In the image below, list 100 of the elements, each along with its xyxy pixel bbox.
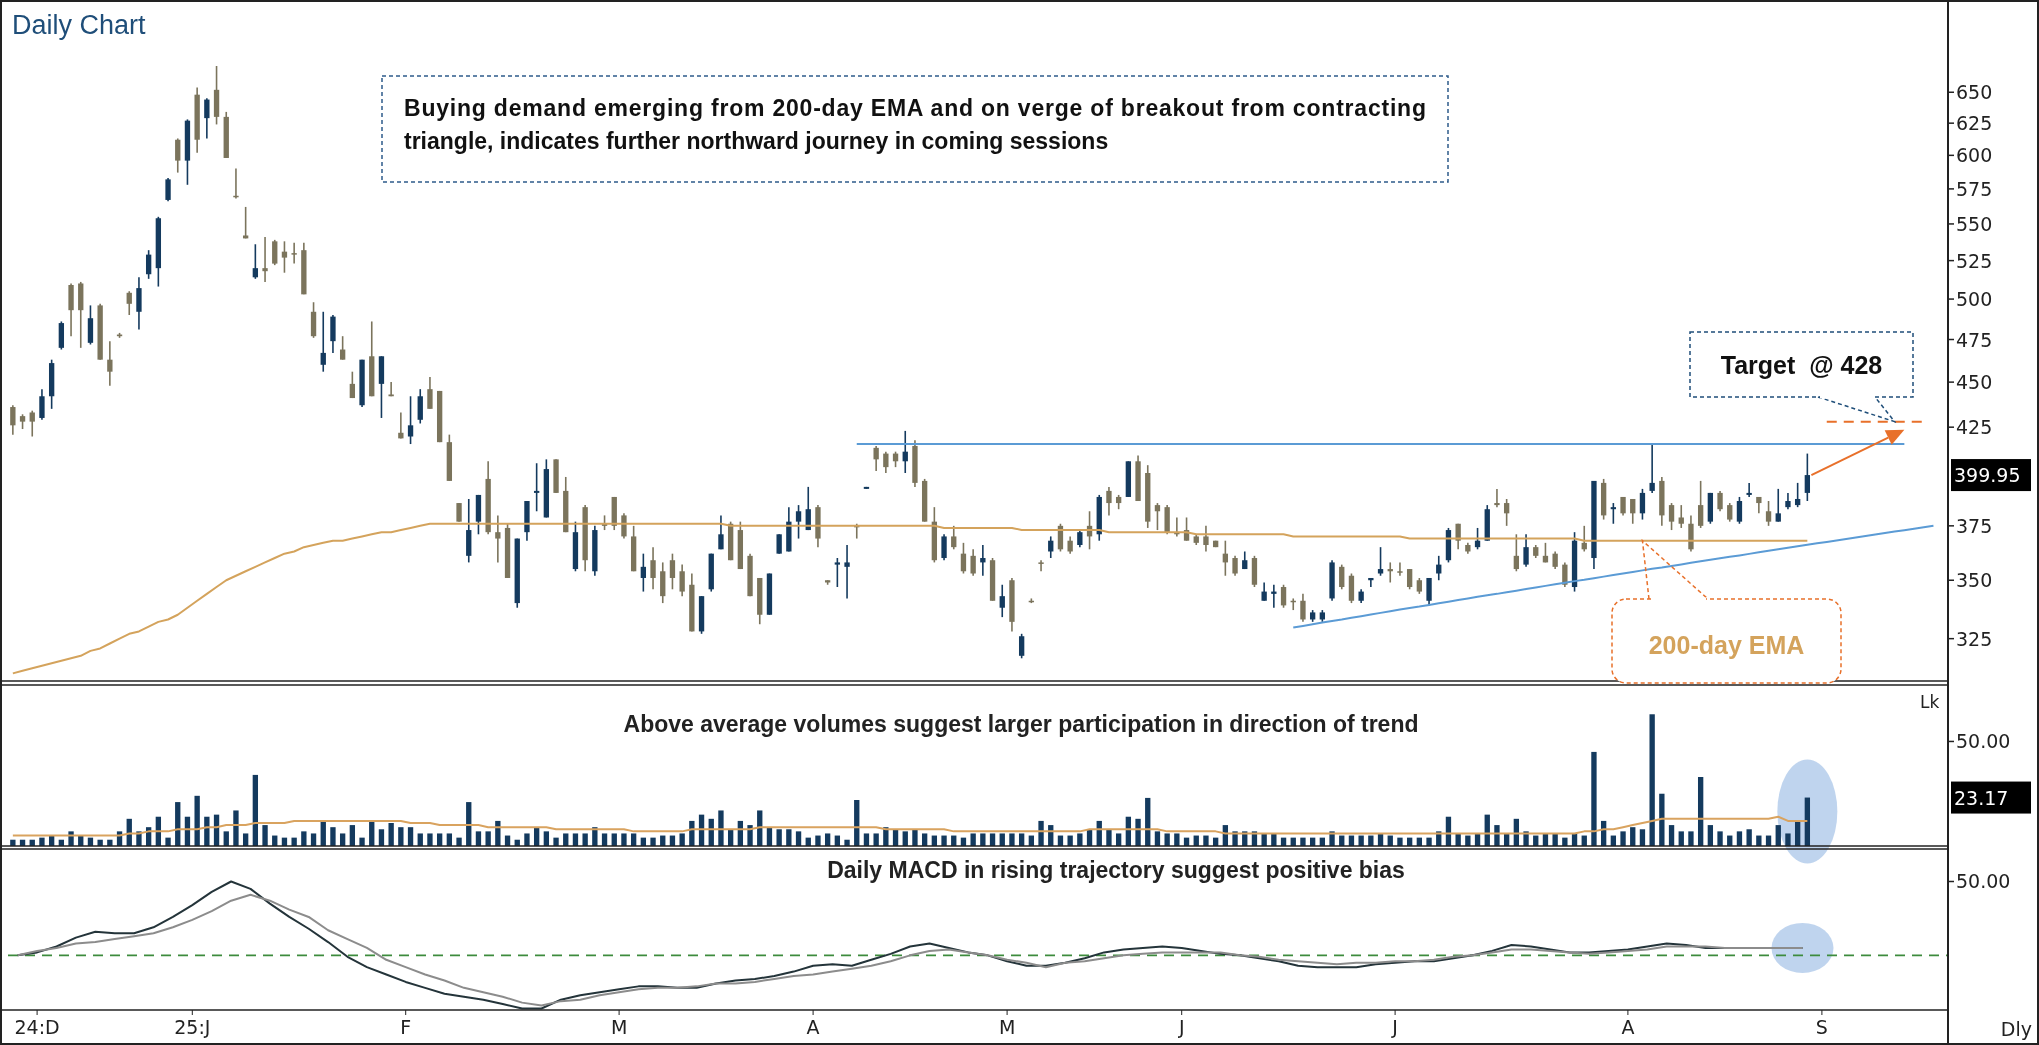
bar bbox=[475, 831, 482, 846]
bar bbox=[1756, 835, 1762, 846]
bar bbox=[1659, 793, 1665, 846]
bar bbox=[1397, 837, 1403, 846]
bar bbox=[1164, 833, 1170, 846]
candlestick bbox=[165, 177, 171, 203]
candlestick bbox=[1562, 561, 1568, 588]
y-tick-label: 425 bbox=[1956, 416, 1993, 439]
bar bbox=[776, 829, 782, 846]
line-series bbox=[1292, 524, 1935, 629]
bar bbox=[1620, 831, 1626, 846]
bar bbox=[1697, 777, 1704, 846]
candlestick bbox=[1038, 559, 1044, 573]
x-tick-label: M bbox=[998, 1016, 1016, 1038]
x-tick-label: M bbox=[610, 1016, 628, 1038]
bar bbox=[630, 833, 637, 846]
candlestick bbox=[970, 548, 976, 577]
bar bbox=[1067, 835, 1073, 846]
candlestick bbox=[1377, 546, 1384, 577]
candlestick bbox=[960, 542, 967, 575]
bar bbox=[330, 827, 336, 846]
candlestick bbox=[291, 241, 297, 265]
bar bbox=[223, 831, 229, 846]
bar bbox=[563, 833, 569, 846]
candlestick bbox=[1678, 504, 1684, 529]
candlestick bbox=[533, 462, 540, 513]
y-axis-title: Lk bbox=[1920, 692, 1940, 712]
bar bbox=[970, 833, 976, 846]
bar bbox=[310, 833, 317, 846]
bar bbox=[1494, 825, 1500, 846]
bar bbox=[1736, 831, 1743, 846]
y-tick-label: 50.00 bbox=[1956, 730, 2011, 753]
bar bbox=[1271, 833, 1277, 846]
bar bbox=[1678, 831, 1684, 846]
x-tick-label: J bbox=[1177, 1016, 1185, 1038]
bar bbox=[1649, 714, 1655, 846]
candlestick bbox=[1736, 496, 1743, 525]
bar bbox=[795, 831, 802, 846]
bar bbox=[1552, 833, 1558, 846]
bar bbox=[786, 829, 792, 846]
candlestick bbox=[1494, 488, 1500, 508]
bar bbox=[989, 833, 996, 846]
candlestick bbox=[1523, 533, 1529, 568]
candlestick bbox=[844, 544, 850, 600]
bar bbox=[107, 839, 113, 846]
candlestick bbox=[1300, 593, 1306, 623]
candlestick bbox=[126, 290, 132, 316]
y-tick-label: 350 bbox=[1956, 569, 1993, 592]
bar bbox=[1688, 831, 1694, 846]
x-tick-label: 24:D bbox=[14, 1016, 60, 1038]
bar bbox=[39, 837, 45, 846]
candlestick bbox=[1765, 500, 1772, 527]
bar bbox=[242, 833, 249, 846]
candlestick bbox=[427, 376, 433, 410]
bar bbox=[194, 795, 200, 846]
bar bbox=[747, 825, 753, 846]
bar bbox=[553, 837, 559, 846]
bar bbox=[999, 833, 1005, 846]
candlestick bbox=[951, 525, 957, 551]
candlestick bbox=[242, 206, 249, 240]
candlestick bbox=[640, 552, 647, 593]
bar bbox=[97, 839, 103, 846]
candlestick bbox=[349, 370, 356, 399]
bar bbox=[524, 833, 530, 846]
bar bbox=[582, 833, 588, 846]
y-tick-label: 600 bbox=[1956, 144, 1993, 167]
bar bbox=[1717, 831, 1723, 846]
candlestick bbox=[1639, 488, 1646, 521]
candlestick bbox=[669, 552, 676, 591]
candlestick bbox=[1154, 502, 1161, 531]
bar bbox=[1562, 837, 1568, 846]
candlestick bbox=[339, 335, 346, 361]
candlestick bbox=[883, 450, 889, 474]
bar bbox=[1455, 833, 1461, 846]
candlestick bbox=[621, 512, 627, 540]
candlestick bbox=[795, 504, 802, 540]
x-tick-label: A bbox=[806, 1016, 820, 1038]
bar bbox=[1746, 829, 1752, 846]
candlestick bbox=[1018, 633, 1025, 660]
bar bbox=[1009, 833, 1015, 846]
y-tick-label: 375 bbox=[1956, 514, 1993, 537]
y-tick-label: 525 bbox=[1956, 249, 1993, 272]
candlestick bbox=[10, 404, 16, 436]
y-tick-label: 575 bbox=[1956, 177, 1993, 200]
bar bbox=[621, 833, 627, 846]
candlestick bbox=[1261, 581, 1267, 602]
candlestick bbox=[873, 445, 879, 472]
bar bbox=[10, 839, 16, 846]
bar bbox=[844, 839, 850, 846]
candlestick bbox=[1610, 502, 1617, 525]
candlestick bbox=[941, 533, 947, 562]
candlestick bbox=[1668, 502, 1675, 531]
bar bbox=[1038, 820, 1044, 846]
candlestick bbox=[1397, 561, 1403, 577]
bar bbox=[1106, 829, 1112, 846]
candlestick bbox=[1775, 488, 1781, 523]
y-tick-label: 325 bbox=[1956, 627, 1993, 650]
bar bbox=[1203, 835, 1209, 846]
candlestick bbox=[1426, 577, 1432, 607]
bar bbox=[718, 810, 724, 846]
